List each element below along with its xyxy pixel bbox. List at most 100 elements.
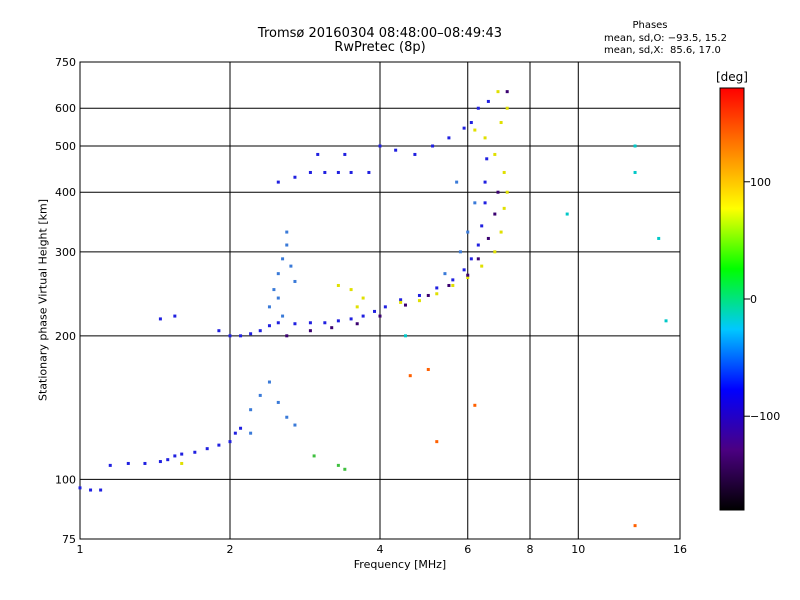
data-point [502,206,506,210]
data-point [336,283,340,287]
phase-stats-o-mode: mean, sd,O: −93.5, 15.2 [604,33,727,44]
data-point [355,322,359,326]
data-point [483,180,487,184]
data-point [323,321,327,325]
data-point [217,329,221,333]
data-point [367,170,371,174]
x-tick-label: 2 [227,543,234,556]
data-point [316,152,320,156]
data-point [466,273,470,277]
data-point [267,380,271,384]
data-point [336,463,340,467]
data-point [276,296,280,300]
data-point [143,461,147,465]
data-point [349,288,353,292]
data-point [349,170,353,174]
data-point [343,152,347,156]
data-point [355,305,359,309]
data-point [378,144,382,148]
x-tick-label: 6 [464,543,471,556]
data-point [493,212,497,216]
y-tick-label: 600 [55,102,76,115]
data-point [633,144,637,148]
data-point [493,152,497,156]
data-point [217,443,221,447]
data-point [276,321,280,325]
y-tick-label: 300 [55,246,76,259]
data-point [499,230,503,234]
y-tick-label: 400 [55,186,76,199]
data-point [258,329,262,333]
data-point [633,170,637,174]
data-point [308,170,312,174]
data-point [180,461,184,465]
data-point [408,374,412,378]
data-point [483,136,487,140]
data-point [173,314,177,318]
data-point [399,298,403,302]
data-point [285,334,289,338]
data-point [483,201,487,205]
data-point [403,334,407,338]
data-point [258,393,262,397]
data-point [361,296,365,300]
phase-stats-heading: Phases [632,20,668,31]
data-point [249,408,253,412]
data-point [343,467,347,471]
data-point [233,431,237,435]
data-point [394,148,398,152]
plot-frame [79,61,681,540]
data-point [466,276,470,280]
y-tick-label: 100 [55,473,76,486]
data-point [383,305,387,309]
data-point [166,458,170,462]
data-point [485,157,489,161]
data-point [293,175,297,179]
data-point [476,257,480,261]
y-tick-label: 750 [55,56,76,69]
data-point [276,400,280,404]
data-point [249,431,253,435]
data-point [469,121,473,125]
data-point [312,454,316,458]
data-point [228,334,232,338]
x-axis-ticks: 1 2 4 6 8 10 16 [77,543,688,556]
chart-title: Tromsø 20160304 08:48:00–08:49:43 [257,26,503,41]
data-point [664,319,668,323]
data-point [435,286,439,290]
x-tick-label: 10 [571,543,585,556]
data-point [239,334,243,338]
data-point [499,121,503,125]
data-point [276,272,280,276]
data-point [443,272,447,276]
data-point [108,463,112,467]
data-point [281,257,285,261]
data-point [378,314,382,318]
data-point [276,180,280,184]
data-point [193,450,197,454]
data-point [373,309,377,313]
data-point [462,268,466,272]
data-point [173,454,177,458]
data-point [285,243,289,247]
data-point [417,293,421,297]
data-point [473,201,477,205]
data-point [451,283,455,287]
y-tick-label: 200 [55,330,76,343]
data-point [435,292,439,296]
data-point [480,264,484,268]
data-point [249,332,253,336]
data-point [505,106,509,110]
data-point [435,440,439,444]
data-point [293,423,297,427]
data-point [431,144,435,148]
x-tick-label: 4 [377,543,384,556]
data-point [205,447,209,451]
data-point [336,170,340,174]
data-point [267,324,271,328]
data-point [493,250,497,254]
data-point [455,180,459,184]
data-point [239,426,243,430]
data-point [293,322,297,326]
